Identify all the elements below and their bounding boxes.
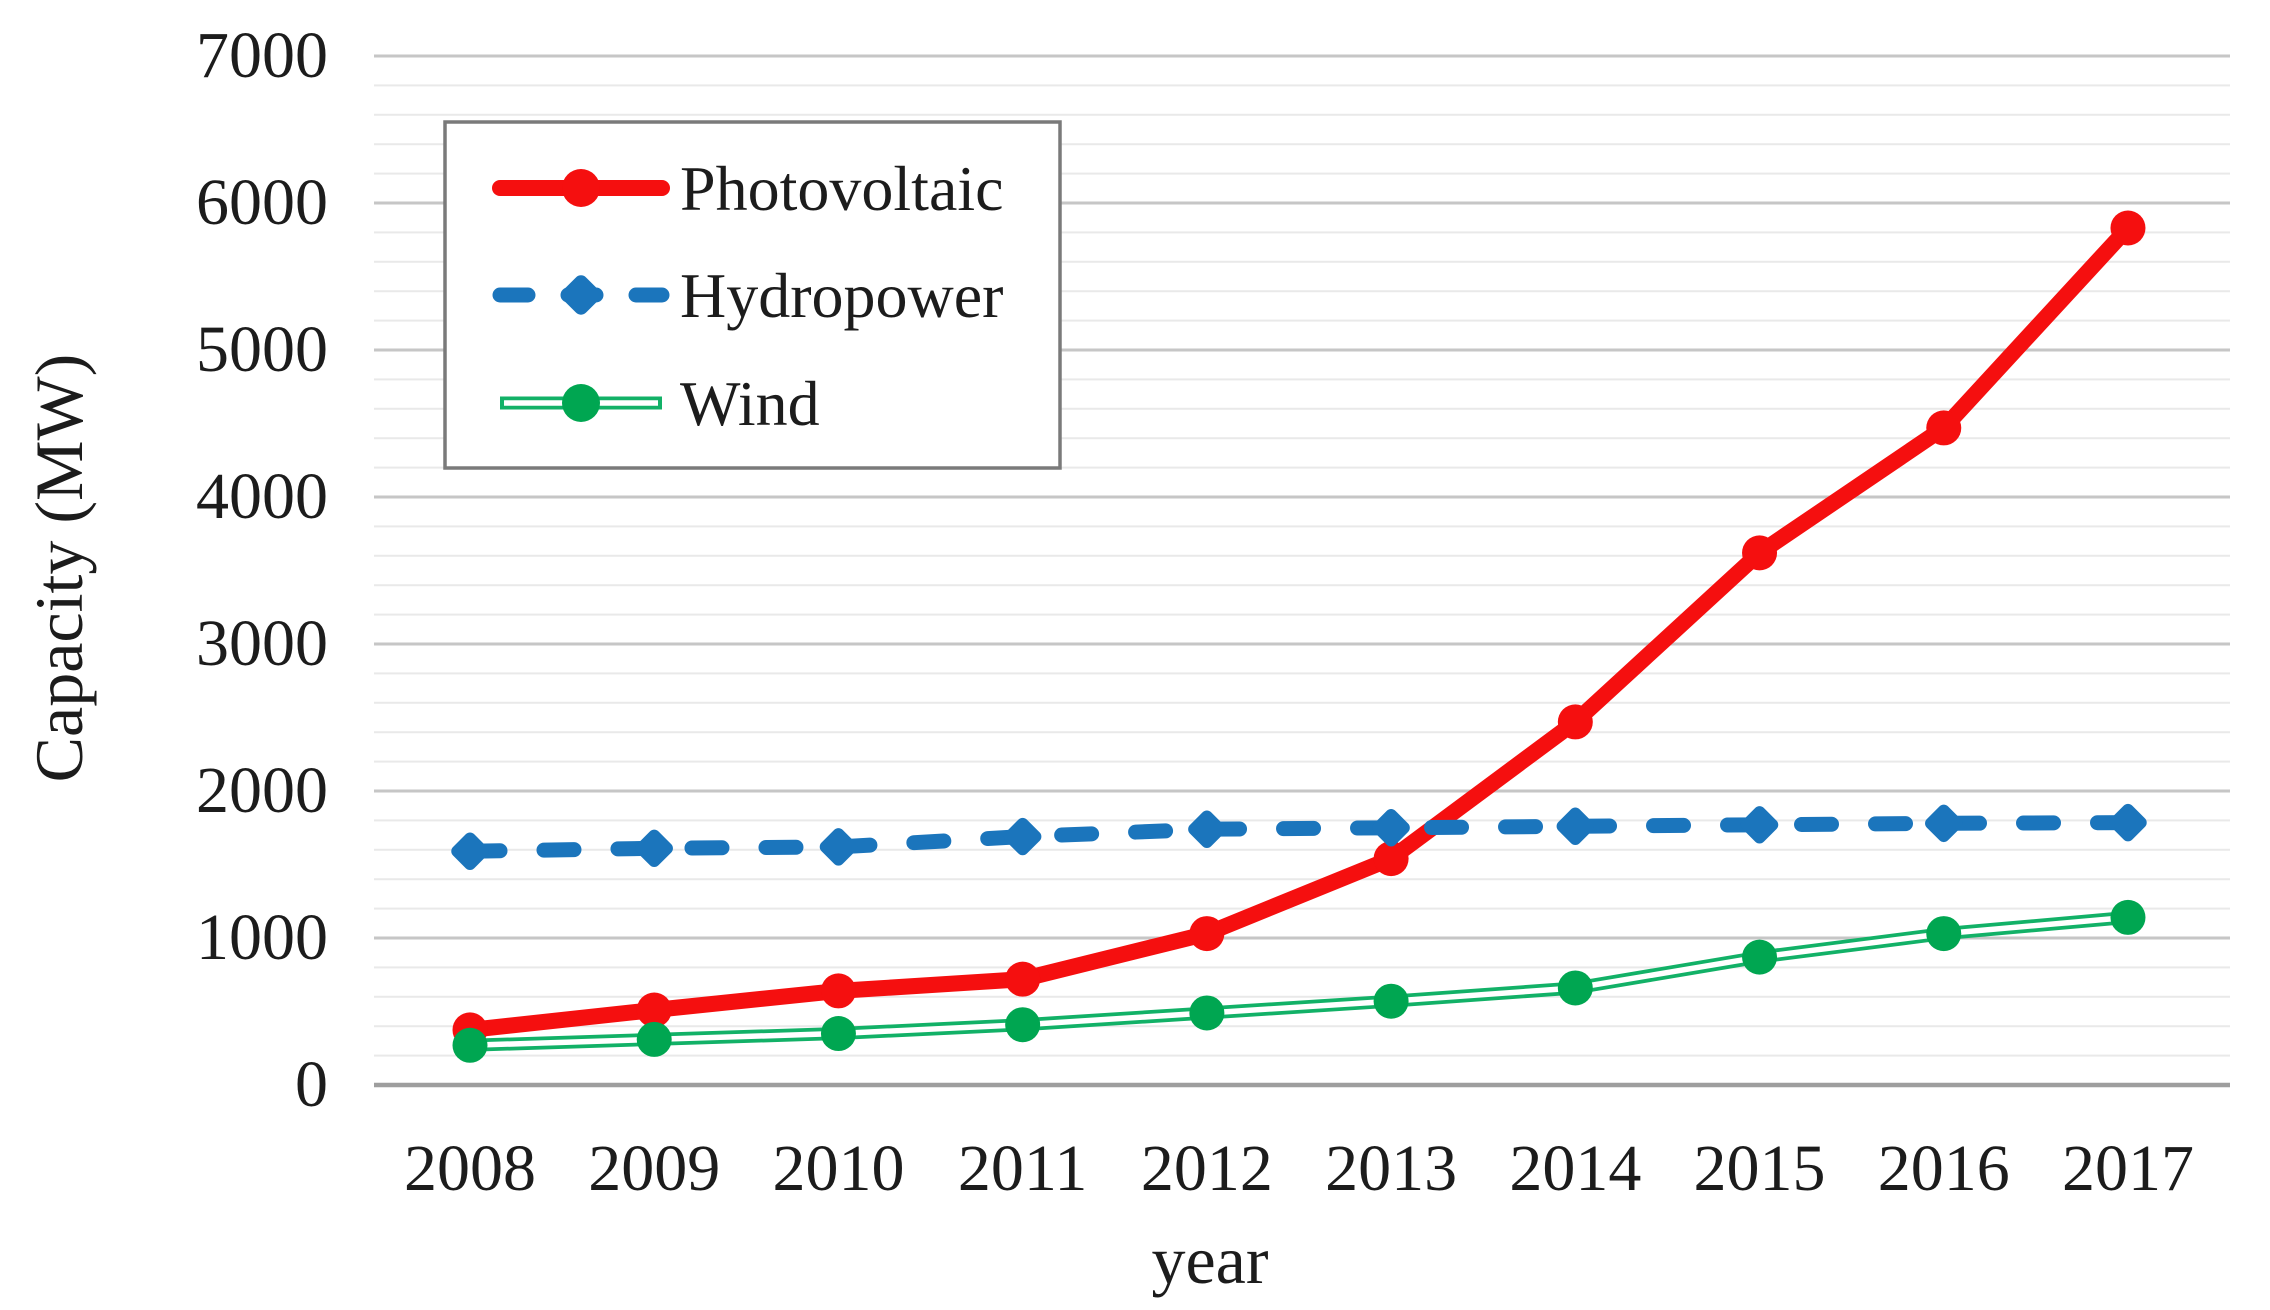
y-tick-label: 2000 <box>196 754 328 827</box>
data-point-photovoltaic <box>1005 961 1041 997</box>
series-line-photovoltaic <box>462 220 2136 1038</box>
data-point-wind <box>2110 899 2146 935</box>
data-point-wind <box>1557 970 1593 1006</box>
data-point-wind <box>820 1016 856 1052</box>
data-point-hydropower <box>1556 807 1595 846</box>
x-tick-label: 2012 <box>1141 1132 1273 1205</box>
data-point-hydropower <box>819 828 858 866</box>
data-point-hydropower <box>1740 806 1779 844</box>
data-point-wind <box>452 1027 488 1063</box>
legend-marker-wind <box>562 384 600 422</box>
data-point-wind <box>1742 939 1778 975</box>
y-tick-label: 0 <box>295 1048 328 1121</box>
data-point-hydropower <box>451 832 489 870</box>
x-tick-label: 2010 <box>772 1132 904 1205</box>
data-point-wind <box>1189 995 1225 1031</box>
data-point-photovoltaic <box>1557 704 1593 740</box>
y-tick-label: 4000 <box>196 460 328 533</box>
data-point-photovoltaic <box>1373 841 1409 877</box>
legend-label-photovoltaic: Photovoltaic <box>680 153 1004 224</box>
data-point-photovoltaic <box>1742 535 1778 571</box>
x-tick-label: 2009 <box>588 1132 720 1205</box>
series-layer <box>451 210 2147 1063</box>
data-point-wind <box>1373 983 1409 1019</box>
legend-label-wind: Wind <box>680 368 820 439</box>
x-tick-label: 2008 <box>404 1132 536 1205</box>
data-point-hydropower <box>2109 803 2147 842</box>
x-tick-label: 2014 <box>1509 1132 1641 1205</box>
x-tick-label: 2013 <box>1325 1132 1457 1205</box>
data-point-photovoltaic <box>1926 410 1962 446</box>
y-axis-title: Capacity (MW) <box>21 354 97 783</box>
data-point-hydropower <box>1372 809 1410 847</box>
y-tick-label: 5000 <box>196 313 328 386</box>
x-tick-label: 2015 <box>1694 1132 1826 1205</box>
series-line-core-wind <box>469 914 2129 1049</box>
x-axis-title: year <box>1151 1222 1268 1298</box>
data-point-hydropower <box>1925 804 1963 843</box>
legend-label-hydropower: Hydropower <box>680 260 1003 331</box>
legend-marker-photovoltaic <box>562 169 600 207</box>
data-point-wind <box>636 1021 672 1057</box>
x-tick-label: 2017 <box>2062 1132 2194 1205</box>
y-tick-label: 7000 <box>196 19 328 92</box>
x-tick-label: 2016 <box>1878 1132 2010 1205</box>
data-point-photovoltaic <box>820 973 856 1009</box>
data-point-photovoltaic <box>2110 210 2146 246</box>
y-tick-label: 3000 <box>196 607 328 680</box>
y-tick-label: 6000 <box>196 166 328 239</box>
legend-box <box>443 120 1062 470</box>
data-point-hydropower <box>1188 810 1226 848</box>
data-point-photovoltaic <box>1189 916 1225 952</box>
data-point-hydropower <box>1003 817 1042 856</box>
legend: Photovoltaic Hydropower Wind <box>443 120 1062 470</box>
data-point-wind <box>1926 916 1962 952</box>
tick-labels: 0 1000 2000 3000 4000 5000 6000 7000 2008 2009 201… <box>196 19 2194 1205</box>
x-tick-label: 2011 <box>958 1132 1088 1205</box>
data-point-wind <box>1005 1007 1041 1043</box>
data-point-hydropower <box>635 829 673 868</box>
legend-marker-hydropower <box>561 275 601 315</box>
y-tick-label: 1000 <box>196 901 328 974</box>
series-line-hydropower <box>462 815 2136 859</box>
data-point-photovoltaic <box>636 992 672 1028</box>
